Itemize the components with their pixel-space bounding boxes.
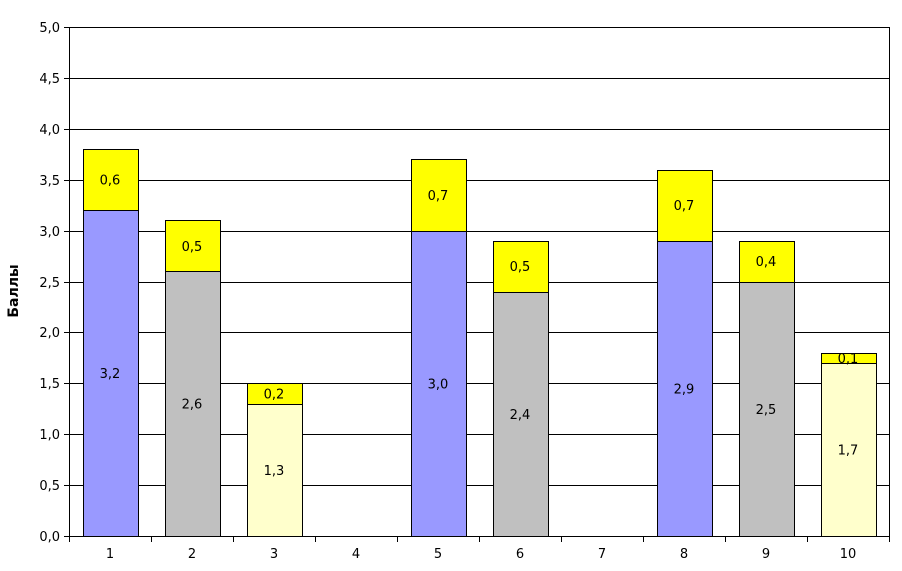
data-label-base: 3,2 [100,367,121,382]
y-axis-title: Баллы [6,264,22,317]
bars [83,149,877,537]
y-tick-label: 5,0 [39,21,60,36]
x-tick-label: 1 [106,547,114,562]
y-tick-label: 0,5 [39,479,60,494]
y-tick-label: 3,5 [39,174,60,189]
bar-top [247,383,303,405]
bar-top [165,220,221,272]
data-label-base: 2,5 [756,403,777,418]
x-tick-label: 7 [598,547,606,562]
x-tick-label: 8 [680,547,688,562]
y-tick-label: 2,5 [39,276,60,291]
data-label-top: 0,1 [838,352,859,367]
y-tick-label: 3,0 [39,225,60,240]
bar-top [657,170,713,242]
x-tick-label: 4 [352,547,360,562]
y-tick-label: 1,5 [39,377,60,392]
data-label-base: 1,3 [264,464,285,479]
bar-base [247,404,303,537]
data-label-top: 0,5 [182,240,203,255]
data-label-top: 0,4 [756,255,777,270]
y-tick-label: 1,0 [39,428,60,443]
labels: 0,0 0,5 1,0 1,5 2,0 2,5 3,0 3,5 4,0 4,5 5,0 1 2 3 4 5 6 7… [39,21,858,562]
bar-top [739,241,795,283]
bar-top [83,149,139,211]
bar-base [739,282,795,537]
data-label-base: 2,6 [182,398,203,413]
x-tick-label: 5 [434,547,442,562]
y-tick-label: 4,0 [39,123,60,138]
bar-top [411,159,467,232]
y-tick-label: 4,5 [39,72,60,87]
x-tick-label: 10 [840,547,857,562]
bar-base [821,363,877,537]
data-label-base: 1,7 [838,443,859,458]
data-label-base: 3,0 [428,377,449,392]
x-tick-label: 6 [516,547,524,562]
data-label-top: 0,2 [264,387,285,402]
axes [64,27,890,542]
bar-top [821,353,877,364]
bar-base [657,241,713,537]
data-label-top: 0,6 [100,174,121,189]
y-tick-label: 0,0 [39,530,60,545]
data-label-base: 2,4 [510,408,531,423]
bar-top [493,241,549,293]
data-label-top: 0,7 [428,189,449,204]
x-tick-label: 9 [762,547,770,562]
x-tick-label: 2 [188,547,196,562]
y-tick-label: 2,0 [39,326,60,341]
bar-base [493,292,549,537]
data-label-top: 0,7 [674,199,695,214]
x-tick-label: 3 [270,547,278,562]
data-label-base: 2,9 [674,382,695,397]
data-label-top: 0,5 [510,260,531,275]
